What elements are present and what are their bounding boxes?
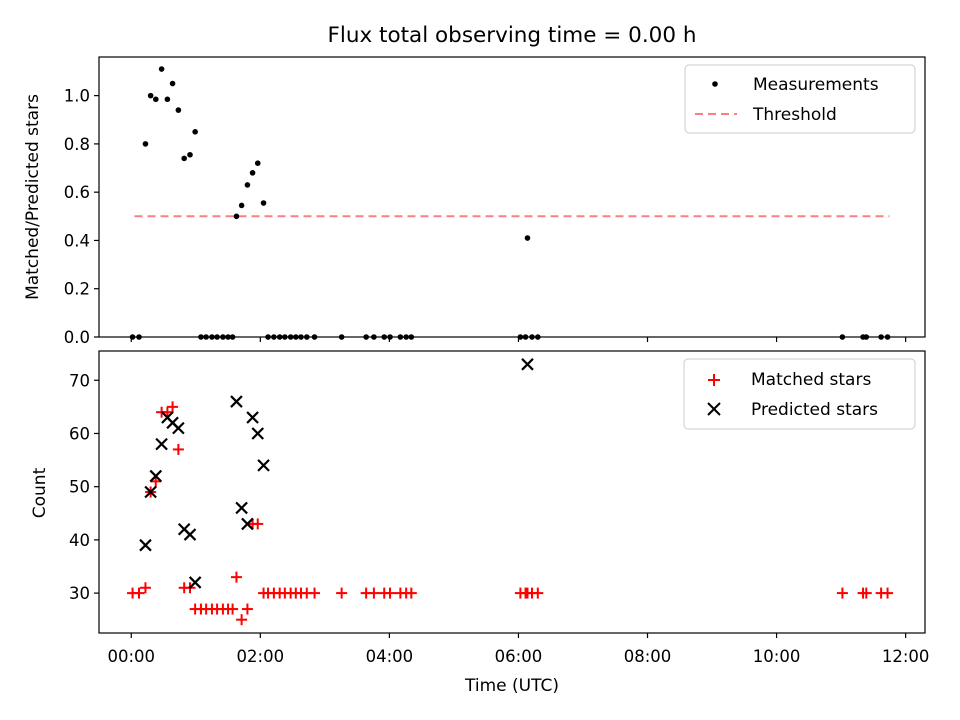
legend-label-matched: Matched stars xyxy=(751,370,871,390)
matched-star-point xyxy=(227,603,239,615)
bottom-legend-box xyxy=(683,358,916,430)
matched-star-point xyxy=(139,582,151,594)
matched-star-point xyxy=(860,587,872,599)
measurement-point xyxy=(158,66,165,72)
legend-marker-matched xyxy=(708,374,720,386)
chart-title: Flux total observing time = 0.00 h xyxy=(328,23,697,48)
y-tick-label: 30 xyxy=(69,584,90,603)
legend-label-threshold: Threshold xyxy=(752,105,837,125)
matched-star-point xyxy=(172,443,184,455)
predicted-star-point xyxy=(241,517,254,531)
predicted-star-point xyxy=(139,538,152,552)
matched-star-point xyxy=(405,587,417,599)
legend-marker-predicted xyxy=(707,402,721,416)
y-tick-label: 1.0 xyxy=(64,87,90,106)
measurement-point xyxy=(187,151,193,158)
matched-star-point xyxy=(532,587,544,599)
measurement-point xyxy=(147,92,154,99)
matched-star-point xyxy=(336,587,348,599)
x-tick-label: 00:00 xyxy=(107,647,155,666)
matched-star-point xyxy=(836,587,848,599)
measurement-point xyxy=(244,182,251,188)
measurement-point xyxy=(175,107,182,113)
x-tick-label: 02:00 xyxy=(237,647,285,666)
bottom-plot-frame xyxy=(98,350,926,634)
measurement-point xyxy=(524,235,531,241)
measurement-point xyxy=(192,129,198,135)
x-tick-label: 10:00 xyxy=(753,647,801,666)
legend-marker-measurements xyxy=(712,81,718,87)
measurement-point xyxy=(260,200,267,206)
top-legend-box xyxy=(684,64,916,134)
predicted-star-point xyxy=(235,501,248,515)
predicted-star-point xyxy=(183,528,197,541)
matched-star-point xyxy=(309,587,321,599)
top-legend: Measurements Threshold xyxy=(684,64,916,134)
y-tick-label: 70 xyxy=(69,371,90,390)
y-tick-label: 0.2 xyxy=(64,280,90,299)
top-y-ticks: 0.0 0.2 0.4 0.6 0.8 1.0 xyxy=(64,87,99,347)
y-tick-label: 50 xyxy=(69,478,90,497)
top-plot-frame xyxy=(98,56,926,338)
top-y-axis-label: Matched/Predicted stars xyxy=(23,94,43,300)
bottom-y-ticks: 30 40 50 60 70 xyxy=(69,371,99,603)
matched-star-point xyxy=(133,587,145,599)
predicted-star-point xyxy=(230,395,243,408)
top-panel: 0.0 0.2 0.4 0.6 0.8 1.0 Matched/Predicted sta… xyxy=(23,56,926,347)
top-x-ticks xyxy=(130,337,907,342)
x-tick-label: 08:00 xyxy=(624,647,672,666)
predicted-star-point xyxy=(257,459,270,472)
predicted-star-point xyxy=(172,421,185,435)
measurement-point xyxy=(254,160,261,167)
measurement-point xyxy=(169,80,176,87)
predicted-star-point xyxy=(149,469,163,483)
x-tick-label: 06:00 xyxy=(495,647,543,666)
x-tick-label: 04:00 xyxy=(366,647,414,666)
y-tick-label: 0.0 xyxy=(64,328,90,347)
predicted-star-point xyxy=(251,427,265,440)
predicted-stars-series xyxy=(139,358,534,589)
predicted-star-point xyxy=(155,437,168,451)
measurement-point xyxy=(233,213,240,220)
legend-label-measurements: Measurements xyxy=(753,75,879,95)
measurement-point xyxy=(164,96,171,103)
measurement-point xyxy=(152,96,159,103)
y-tick-label: 40 xyxy=(69,531,90,550)
predicted-star-point xyxy=(144,485,157,499)
matched-star-point xyxy=(161,406,173,418)
legend-label-predicted: Predicted stars xyxy=(751,400,878,420)
matched-star-point xyxy=(167,401,179,413)
y-tick-label: 0.6 xyxy=(64,183,90,202)
measurement-point xyxy=(238,202,245,209)
measurement-point xyxy=(142,141,149,147)
y-tick-label: 0.4 xyxy=(64,231,90,250)
y-tick-label: 0.8 xyxy=(64,135,90,154)
bottom-y-axis-label: Count xyxy=(30,467,50,518)
predicted-star-point xyxy=(188,576,202,589)
matched-star-point xyxy=(882,587,894,599)
bottom-legend: Matched stars Predicted stars xyxy=(683,358,916,430)
matched-star-point xyxy=(384,587,396,599)
matched-star-point xyxy=(150,475,162,487)
matched-star-point xyxy=(368,587,380,599)
bottom-x-ticks: 00:00 02:00 04:00 06:00 08:00 10:00 12:00 xyxy=(107,633,929,666)
matched-star-point xyxy=(241,603,253,615)
predicted-star-point xyxy=(521,358,534,371)
bottom-panel: 30 40 50 60 70 00:00 02:00 04:00 06:00 08:00 10:0… xyxy=(30,350,929,696)
matched-star-point xyxy=(252,518,264,530)
y-tick-label: 60 xyxy=(69,424,90,443)
x-tick-label: 12:00 xyxy=(882,647,930,666)
matched-star-point xyxy=(230,571,242,583)
measurement-point xyxy=(249,170,256,176)
predicted-star-point xyxy=(246,411,259,424)
matched-star-point xyxy=(236,614,248,626)
measurement-point xyxy=(181,155,187,162)
matched-stars-series xyxy=(127,401,894,626)
x-axis-label: Time (UTC) xyxy=(464,676,559,696)
